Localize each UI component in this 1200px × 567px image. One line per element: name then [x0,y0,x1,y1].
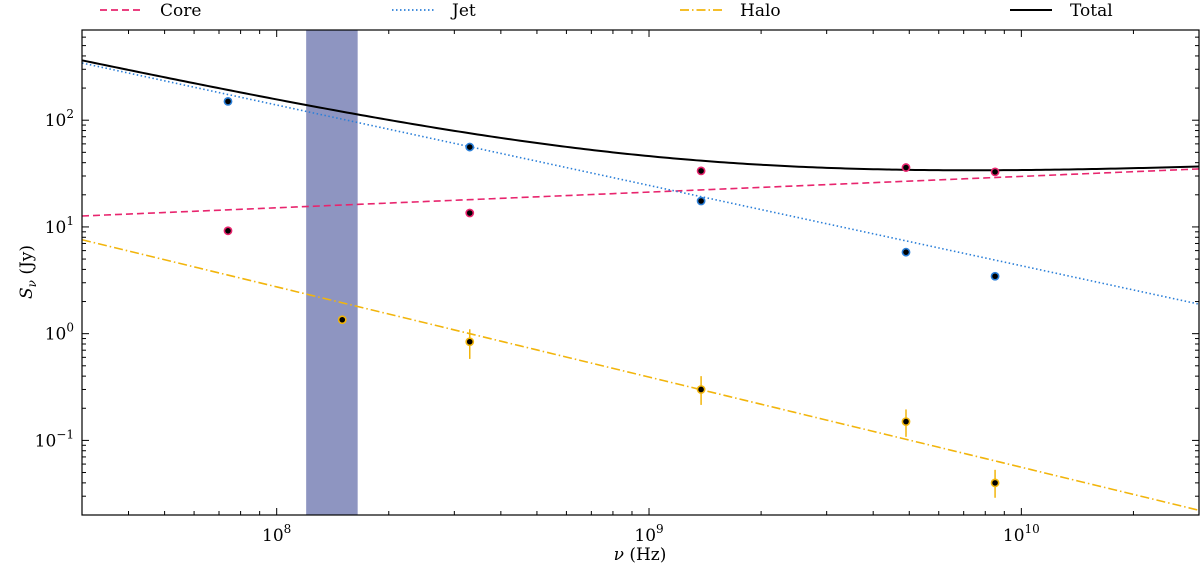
x-tick-label: 1010 [1003,522,1040,546]
y-tick-label-base: 10 [45,111,67,131]
y-tick-label-exponent: −1 [56,427,74,441]
data-point-halo-2 [696,385,706,394]
data-points-layer [223,97,1000,488]
y-axis-label-unit: (Jy) [17,245,37,280]
data-point-halo-4 [990,478,1000,488]
x-axis-label: ν (Hz) [614,545,667,565]
x-axis-label-symbol: ν [614,545,624,565]
x-tick-label-base: 10 [634,526,656,546]
data-point-jet-3 [901,247,911,257]
model-line-total [82,59,1199,172]
data-point-jet-0 [223,97,233,106]
x-tick-label-exponent: 9 [656,522,664,536]
x-axis-label-unit: (Hz) [624,545,666,565]
data-point-core-0 [223,226,233,236]
y-tick-label: 10−1 [35,427,74,451]
data-point-halo-1 [465,337,475,347]
y-tick-label-base: 10 [45,218,67,238]
legend-label-halo: Halo [740,1,781,21]
data-point-jet-4 [990,271,1000,281]
x-tick-label: 108 [262,522,291,546]
x-tick-label-exponent: 8 [284,522,292,536]
y-tick-label-base: 10 [45,325,67,345]
data-point-core-3 [901,163,911,172]
x-tick-label-base: 10 [262,526,284,546]
data-point-halo-3 [901,417,911,427]
data-point-jet-1 [465,142,475,152]
y-tick-label: 100 [45,321,74,345]
y-axis-label-symbol: S [17,287,37,299]
ticks-layer [81,29,1200,516]
model-line-halo [82,238,1199,512]
shaded-frequency-band [306,30,358,515]
y-tick-label-exponent: 2 [66,107,74,121]
legend: Core Jet Halo Total [100,1,1113,21]
data-point-core-2 [696,166,706,176]
y-tick-label-base: 10 [35,431,57,451]
model-line-jet [82,62,1199,305]
y-tick-label-exponent: 1 [66,214,74,228]
y-tick-label: 101 [45,214,74,238]
legend-label-core: Core [160,1,201,21]
y-tick-label: 102 [45,107,74,131]
y-axis-label: Sν (Jy) [17,245,39,299]
data-point-core-4 [990,167,1000,177]
x-tick-label-exponent: 10 [1025,522,1040,536]
legend-label-total: Total [1070,1,1113,21]
data-point-core-1 [465,208,475,218]
legend-label-jet: Jet [450,1,476,21]
x-tick-label: 109 [634,522,663,546]
model-line-core [82,168,1199,217]
data-point-halo-0 [337,315,347,325]
plot-frame [81,29,1200,516]
shaded-band-layer [306,30,358,515]
model-lines-layer [82,59,1199,512]
errorbar-layer [468,329,996,498]
y-tick-label-exponent: 0 [66,321,74,335]
data-point-jet-2 [696,196,706,206]
y-axis-label-subscript: ν [25,280,39,287]
x-tick-label-base: 10 [1003,526,1025,546]
